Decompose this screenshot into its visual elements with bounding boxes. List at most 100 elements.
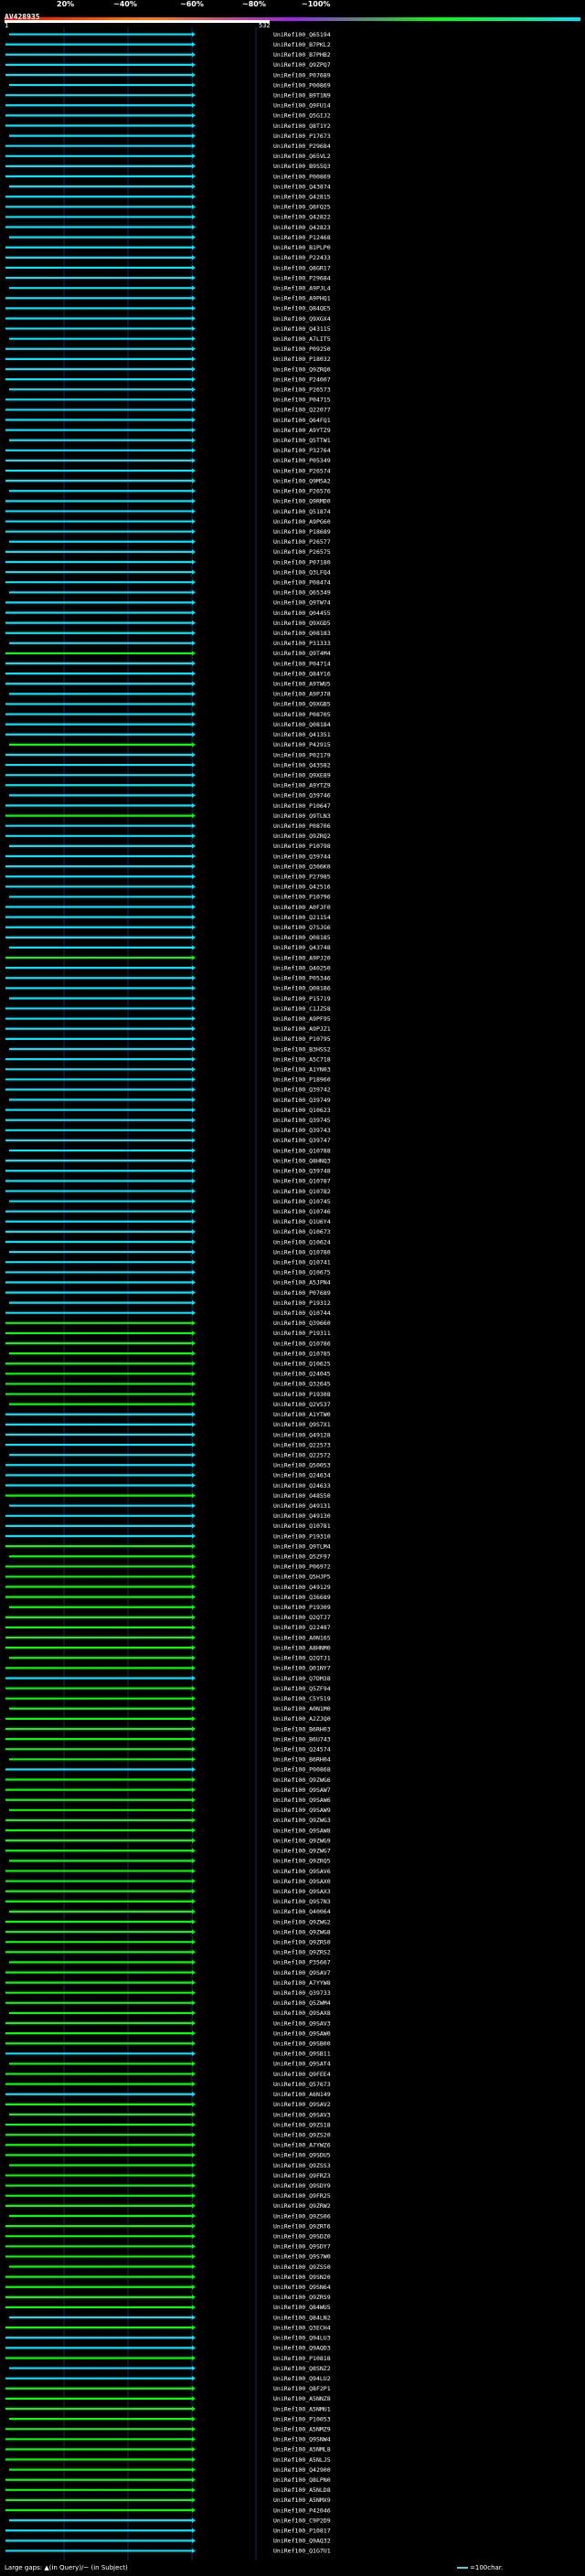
hit-row[interactable]: UniRef100_Q39745 — [5, 1117, 331, 1124]
hit-row[interactable]: UniRef100_Q65349 — [9, 589, 331, 597]
hit-row[interactable]: UniRef100_Q42815 — [5, 194, 331, 201]
hit-row[interactable]: UniRef100_Q5ZWM4 — [5, 1999, 331, 2007]
hit-row[interactable]: UniRef100_Q8SNZ2 — [9, 2365, 331, 2372]
hit-row[interactable]: UniRef100_Q3LFQ4 — [5, 568, 331, 576]
hit-row[interactable]: UniRef100_Q9ZWG2 — [5, 1918, 331, 1925]
hit-row[interactable]: UniRef100_Q9ZWG9 — [5, 1837, 331, 1844]
hit-row[interactable]: UniRef100_Q9FR25 — [5, 2192, 331, 2200]
hit-row[interactable]: UniRef100_Q9ZS18 — [5, 2121, 331, 2128]
hit-row[interactable]: UniRef100_A5NMZ9 — [5, 2425, 331, 2433]
hit-row[interactable]: UniRef100_Q9TLN3 — [5, 812, 331, 820]
hit-row[interactable]: UniRef100_Q9SAW6 — [5, 1797, 331, 1804]
hit-row[interactable]: UniRef100_Q9XGX4 — [5, 315, 331, 323]
hit-row[interactable]: UniRef100_Q9ZS06 — [9, 2212, 331, 2220]
hit-row[interactable]: UniRef100_Q9ZRS2 — [5, 1949, 331, 1956]
hit-row[interactable]: UniRef100_Q10781 — [5, 1522, 331, 1530]
hit-row[interactable]: UniRef100_Q08185 — [5, 934, 331, 941]
hit-row[interactable]: UniRef100_Q39742 — [5, 1087, 331, 1094]
hit-row[interactable]: UniRef100_Q01NY7 — [5, 1665, 331, 1672]
hit-row[interactable]: UniRef100_Q7SJG6 — [5, 924, 331, 931]
hit-row[interactable]: UniRef100_A7YYW8 — [5, 1979, 331, 1987]
hit-row[interactable]: UniRef100_P18960 — [5, 1076, 331, 1084]
hit-row[interactable]: UniRef100_P02179 — [5, 751, 331, 758]
hit-row[interactable]: UniRef100_P10796 — [9, 894, 331, 901]
hit-row[interactable]: UniRef100_P26576 — [9, 488, 331, 495]
hit-row[interactable]: UniRef100_Q9ZRQ2 — [5, 832, 331, 840]
hit-row[interactable]: UniRef100_Q9SAX3 — [5, 1888, 331, 1895]
hit-row[interactable]: UniRef100_A5NMU1 — [5, 2405, 331, 2412]
hit-row[interactable]: UniRef100_Q9SDY9 — [5, 2182, 331, 2189]
hit-row[interactable]: UniRef100_A9PJ78 — [9, 691, 331, 698]
hit-row[interactable]: UniRef100_Q84LN2 — [9, 2314, 331, 2321]
hit-row[interactable]: UniRef100_P05349 — [5, 457, 331, 464]
hit-row[interactable]: UniRef100_A5NML8 — [5, 2446, 331, 2454]
hit-row[interactable]: UniRef100_P26577 — [9, 538, 331, 546]
hit-row[interactable]: UniRef100_Q04455 — [5, 610, 331, 617]
hit-row[interactable]: UniRef100_Q10780 — [9, 1248, 331, 1256]
hit-row[interactable]: UniRef100_Q9ZWG6 — [5, 1776, 331, 1784]
hit-row[interactable]: UniRef100_Q9SAV7 — [5, 1969, 331, 1977]
hit-row[interactable]: UniRef100_P42915 — [9, 741, 331, 748]
hit-row[interactable]: UniRef100_Q9ZRW2 — [5, 2202, 331, 2210]
hit-row[interactable]: UniRef100_P07689 — [5, 1289, 331, 1297]
hit-row[interactable]: UniRef100_Q39746 — [9, 792, 331, 800]
hit-row[interactable]: UniRef100_Q9FRZ3 — [5, 2172, 331, 2179]
hit-row[interactable]: UniRef100_B1PLP0 — [5, 244, 331, 251]
hit-row[interactable]: UniRef100_Q43874 — [9, 183, 331, 190]
hit-row[interactable]: UniRef100_Q39744 — [5, 853, 331, 860]
hit-row[interactable]: UniRef100_Q40250 — [5, 964, 331, 971]
hit-row[interactable]: UniRef100_Q84QE5 — [5, 305, 331, 313]
hit-row[interactable]: UniRef100_Q9SN64 — [5, 2284, 331, 2291]
hit-row[interactable]: UniRef100_Q43748 — [9, 944, 331, 951]
hit-row[interactable]: UniRef100_P19309 — [9, 1604, 331, 1611]
hit-row[interactable]: UniRef100_Q9ZPQ7 — [5, 61, 331, 69]
hit-row[interactable]: UniRef100_P07180 — [5, 558, 331, 566]
hit-row[interactable]: UniRef100_Q8LPN0 — [5, 2476, 331, 2484]
hit-row[interactable]: UniRef100_P07689 — [5, 71, 331, 79]
hit-row[interactable]: UniRef100_Q39660 — [5, 1320, 331, 1327]
hit-row[interactable]: UniRef100_B7PHB2 — [5, 51, 331, 58]
hit-row[interactable]: UniRef100_Q08183 — [5, 630, 331, 637]
hit-row[interactable]: UniRef100_A9PJ20 — [5, 954, 331, 961]
hit-row[interactable]: UniRef100_Q22077 — [5, 407, 331, 414]
hit-row[interactable]: UniRef100_Q39743 — [5, 1127, 331, 1134]
hit-row[interactable]: UniRef100_P15719 — [9, 995, 331, 1002]
hit-row[interactable]: UniRef100_P04714 — [5, 660, 331, 667]
hit-row[interactable]: UniRef100_Q10746 — [5, 1208, 331, 1215]
hit-row[interactable]: UniRef100_Q49130 — [5, 1512, 331, 1520]
hit-row[interactable]: UniRef100_Q9SDU5 — [5, 2152, 331, 2159]
hit-row[interactable]: UniRef100_O48550 — [5, 1492, 331, 1500]
hit-row[interactable]: UniRef100_P35667 — [9, 1959, 331, 1966]
hit-row[interactable]: UniRef100_B9T1N9 — [5, 91, 331, 99]
hit-row[interactable]: UniRef100_A9PJL4 — [9, 284, 331, 292]
hit-row[interactable]: UniRef100_Q42822 — [5, 214, 331, 221]
hit-row[interactable]: UniRef100_P19308 — [5, 1391, 331, 1398]
hit-row[interactable]: UniRef100_P18689 — [5, 528, 331, 535]
hit-row[interactable]: UniRef100_P42046 — [5, 2507, 331, 2514]
hit-row[interactable]: UniRef100_Q10787 — [5, 1178, 331, 1185]
hit-row[interactable]: UniRef100_Q94LU3 — [5, 2335, 331, 2342]
hit-row[interactable]: UniRef100_Q08186 — [5, 985, 331, 992]
hit-row[interactable]: UniRef100_Q64FQ1 — [5, 417, 331, 424]
hit-row[interactable]: UniRef100_Q24045 — [5, 1371, 331, 1378]
hit-row[interactable]: UniRef100_A9PF95 — [5, 1015, 331, 1023]
hit-row[interactable]: UniRef100_B7PKL2 — [5, 41, 331, 48]
hit-row[interactable]: UniRef100_P00868 — [5, 1766, 331, 1774]
hit-row[interactable]: UniRef100_Q36689 — [5, 1594, 331, 1601]
hit-row[interactable]: UniRef100_Q9ZWG8 — [5, 1928, 331, 1935]
hit-row[interactable]: UniRef100_Q65VL2 — [5, 153, 331, 160]
hit-row[interactable]: UniRef100_A9YTZ9 — [5, 782, 331, 790]
hit-row[interactable]: UniRef100_P12468 — [9, 234, 331, 241]
hit-row[interactable]: UniRef100_A8HNM0 — [5, 1644, 331, 1651]
hit-row[interactable]: UniRef100_Q22572 — [9, 1451, 331, 1458]
hit-row[interactable]: UniRef100_Q49131 — [9, 1502, 331, 1510]
hit-row[interactable]: UniRef100_Q1G7U1 — [5, 2548, 331, 2555]
hit-row[interactable]: UniRef100_Q9SAW9 — [9, 1807, 331, 1814]
hit-row[interactable]: UniRef100_A9PJZ1 — [5, 1025, 331, 1033]
hit-row[interactable]: UniRef100_Q9FEE4 — [5, 2071, 331, 2078]
hit-row[interactable]: UniRef100_P26574 — [5, 467, 331, 474]
hit-row[interactable]: UniRef100_Q10741 — [5, 1258, 331, 1266]
hit-row[interactable]: UniRef100_Q32645 — [5, 1381, 331, 1388]
hit-row[interactable]: UniRef100_A7YWZ6 — [5, 2142, 331, 2149]
hit-row[interactable]: UniRef100_P19312 — [9, 1299, 331, 1307]
